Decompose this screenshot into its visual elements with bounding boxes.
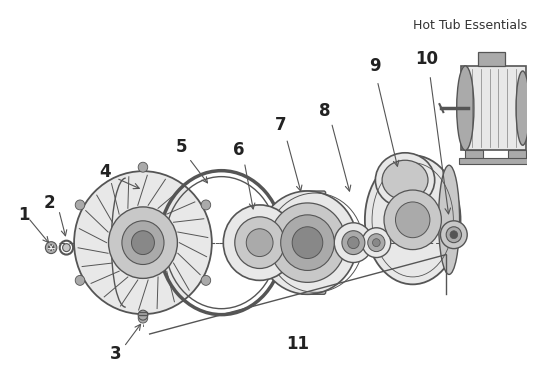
Circle shape — [201, 200, 211, 210]
Circle shape — [384, 190, 442, 250]
Bar — [465, 150, 482, 160]
Text: 2: 2 — [43, 194, 55, 212]
FancyBboxPatch shape — [301, 191, 326, 294]
Circle shape — [201, 275, 211, 286]
Text: 8: 8 — [319, 102, 331, 119]
Ellipse shape — [376, 153, 434, 207]
Circle shape — [223, 205, 296, 280]
Circle shape — [334, 223, 372, 263]
Circle shape — [138, 310, 148, 320]
Ellipse shape — [382, 160, 428, 200]
Text: 1: 1 — [19, 206, 30, 224]
Text: 5: 5 — [175, 138, 187, 156]
Circle shape — [108, 207, 178, 279]
Circle shape — [48, 245, 54, 251]
Bar — [478, 52, 504, 66]
Circle shape — [269, 203, 346, 282]
Circle shape — [441, 221, 467, 249]
Text: 11: 11 — [287, 335, 310, 353]
Ellipse shape — [456, 66, 474, 150]
Circle shape — [342, 231, 365, 254]
Text: 9: 9 — [368, 57, 380, 75]
Circle shape — [362, 228, 390, 258]
Circle shape — [446, 227, 461, 243]
Text: 7: 7 — [275, 116, 287, 135]
Circle shape — [138, 313, 148, 323]
Circle shape — [74, 171, 212, 314]
Bar — [508, 150, 526, 160]
Text: 6: 6 — [233, 141, 244, 159]
Circle shape — [75, 200, 85, 210]
Circle shape — [63, 244, 70, 252]
Text: Hot Tub Essentials: Hot Tub Essentials — [412, 19, 527, 32]
Circle shape — [246, 229, 273, 257]
Text: 3: 3 — [111, 345, 122, 363]
Circle shape — [395, 202, 430, 238]
Circle shape — [138, 162, 148, 172]
Ellipse shape — [365, 155, 460, 284]
Ellipse shape — [438, 165, 460, 274]
Circle shape — [131, 231, 155, 254]
Circle shape — [258, 191, 357, 294]
Circle shape — [450, 231, 458, 239]
Circle shape — [280, 215, 334, 270]
Circle shape — [368, 234, 385, 252]
Circle shape — [348, 237, 359, 249]
Ellipse shape — [516, 71, 530, 145]
Bar — [460, 66, 526, 150]
Circle shape — [46, 242, 57, 254]
Text: 10: 10 — [416, 50, 438, 68]
Text: 4: 4 — [99, 163, 111, 181]
Circle shape — [372, 239, 380, 247]
Circle shape — [122, 221, 164, 265]
Circle shape — [292, 227, 323, 259]
Bar — [459, 158, 531, 164]
Circle shape — [235, 217, 284, 268]
Circle shape — [75, 275, 85, 286]
